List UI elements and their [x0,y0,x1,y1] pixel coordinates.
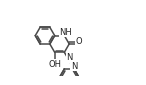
Text: N: N [71,62,77,71]
Text: NH: NH [60,28,72,37]
Text: O: O [75,37,82,46]
Text: N: N [66,53,72,62]
Text: OH: OH [48,59,61,69]
